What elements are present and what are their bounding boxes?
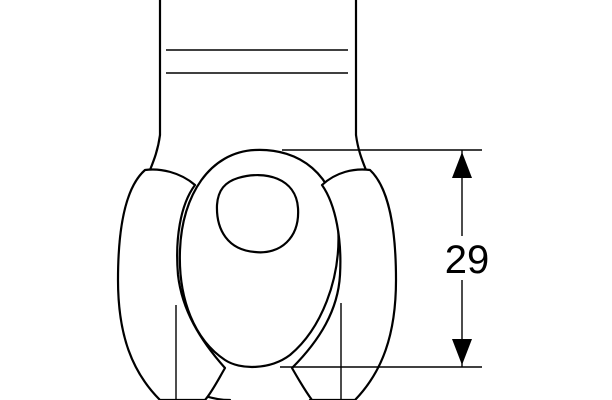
center-opening xyxy=(215,174,300,254)
dimension-arrow-top xyxy=(452,152,472,178)
right-clip-arm xyxy=(290,168,398,400)
dimension-value: 29 xyxy=(445,238,490,282)
left-clip-arm xyxy=(116,168,227,400)
housing-body xyxy=(148,0,368,172)
dimension-arrow-bottom xyxy=(452,339,472,365)
center-element xyxy=(178,148,340,369)
